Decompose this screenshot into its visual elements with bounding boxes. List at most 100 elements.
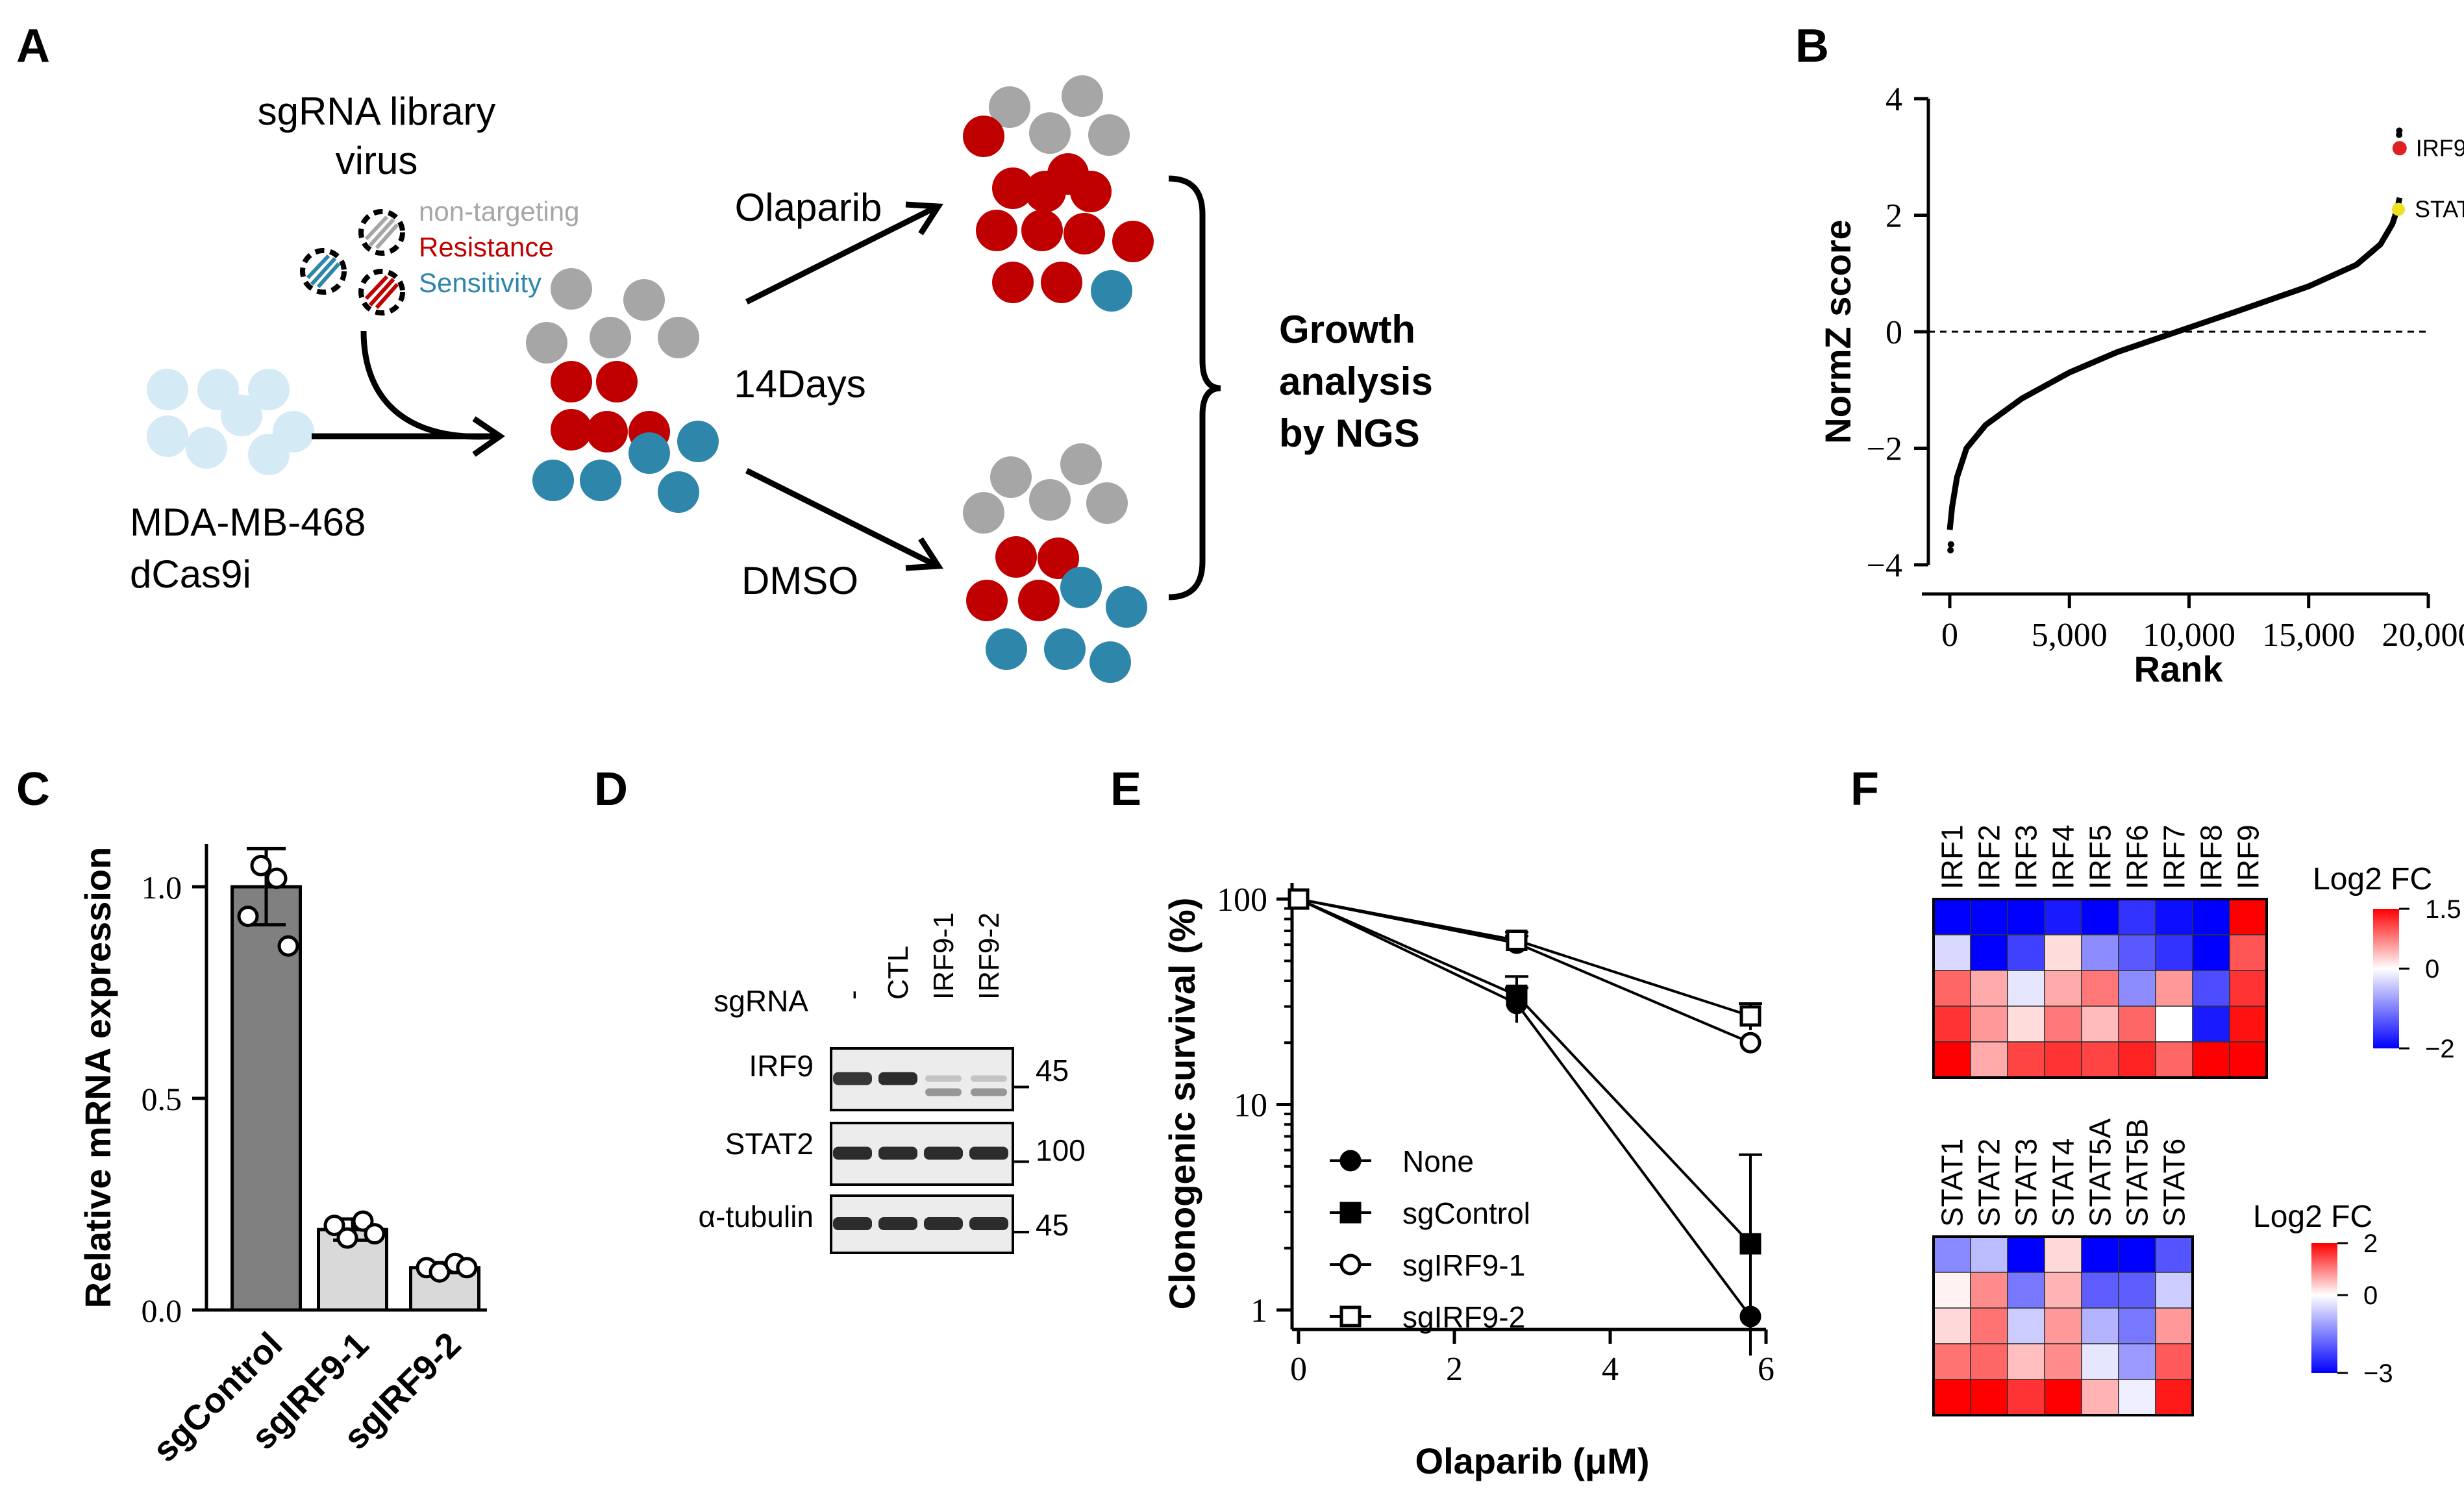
outlier-point bbox=[2396, 127, 2403, 134]
column-label: IRF7 bbox=[2158, 824, 2191, 889]
transduced-cell bbox=[526, 322, 567, 364]
x-tick-label: 2 bbox=[1446, 1351, 1463, 1388]
heat-cell bbox=[2007, 1379, 2045, 1416]
parental-cell bbox=[186, 427, 227, 469]
heat-cell bbox=[1933, 1307, 1971, 1344]
x-tick-label: 6 bbox=[1758, 1351, 1774, 1388]
olaparib-cell bbox=[1088, 114, 1130, 156]
transduced-cell bbox=[551, 409, 592, 451]
heat-cell bbox=[2229, 970, 2267, 1007]
heat-cell bbox=[2044, 1379, 2082, 1416]
y-tick-label: 10 bbox=[1234, 1087, 1267, 1124]
dmso-cell bbox=[1018, 580, 1060, 621]
olaparib-cell bbox=[1070, 171, 1112, 212]
panel-label-d: D bbox=[594, 763, 628, 815]
replicate-point bbox=[237, 906, 259, 928]
series-marker bbox=[1288, 888, 1310, 910]
cell-line-name: MDA-MB-468 bbox=[130, 500, 366, 544]
lane-labels: - CTL IRF9-1 IRF9-2 bbox=[837, 913, 1005, 1000]
heat-cell bbox=[2118, 1379, 2156, 1416]
replicate-point bbox=[323, 1215, 345, 1237]
readout-line1: Growth bbox=[1279, 308, 1415, 351]
panel-a-schematic: sgRNA library virus non-targeting Resist… bbox=[130, 75, 1433, 683]
transduced-cell bbox=[532, 460, 574, 501]
heat-cell bbox=[1970, 970, 2008, 1007]
heat-cell bbox=[2118, 1307, 2156, 1344]
panel-label-c: C bbox=[16, 763, 50, 815]
x-tick-label: 15,000 bbox=[2262, 617, 2355, 654]
colorbar-tick-label: 1.5 bbox=[2425, 895, 2461, 924]
heat-cell bbox=[2118, 1272, 2156, 1309]
transduced-cell bbox=[628, 432, 670, 474]
y-axis-title: NormZ score bbox=[1817, 219, 1858, 443]
virus-particles bbox=[300, 209, 405, 315]
olaparib-cell bbox=[1041, 262, 1082, 303]
olaparib-cell bbox=[976, 210, 1017, 251]
x-tick-label: 10,000 bbox=[2143, 617, 2235, 654]
legend-resistance: Resistance bbox=[419, 232, 554, 262]
dmso-cell bbox=[986, 628, 1027, 670]
olaparib-cell bbox=[963, 116, 1004, 157]
heat-cell bbox=[1933, 934, 1971, 971]
olaparib-arm-label: Olaparib bbox=[735, 186, 882, 229]
panel-label-f: F bbox=[1850, 763, 1879, 815]
x-tick-label: 5,000 bbox=[2032, 617, 2108, 654]
parental-cell bbox=[221, 395, 262, 436]
column-label: STAT3 bbox=[2010, 1139, 2043, 1227]
heat-cell bbox=[2081, 934, 2119, 971]
legend-title-irf: Log2 FC bbox=[2313, 862, 2432, 896]
x-tick-label: 0 bbox=[1941, 617, 1958, 654]
heat-cell bbox=[2118, 898, 2156, 935]
heat-cell bbox=[2044, 1307, 2082, 1344]
arrows bbox=[312, 201, 943, 571]
heat-cell bbox=[2081, 1041, 2119, 1078]
olaparib-arrow bbox=[745, 204, 937, 305]
heat-cell bbox=[2229, 934, 2267, 971]
column-label: IRF3 bbox=[2010, 824, 2043, 889]
y-tick-label: 1 bbox=[1251, 1292, 1267, 1329]
transduced-cell bbox=[596, 361, 638, 402]
panel-label-b: B bbox=[1795, 20, 1829, 72]
y-tick-label: 2 bbox=[1885, 198, 1902, 235]
heat-cell bbox=[2118, 1343, 2156, 1380]
olaparib-arrowhead bbox=[905, 201, 943, 236]
heat-cell bbox=[2155, 898, 2193, 935]
virus-resistance bbox=[358, 269, 405, 315]
series-marker bbox=[1739, 1005, 1761, 1027]
legend-label: sgIRF9-2 bbox=[1402, 1300, 1525, 1334]
heat-cell bbox=[2192, 1006, 2230, 1043]
heat-cell bbox=[2192, 970, 2230, 1007]
olaparib-cell bbox=[992, 262, 1034, 303]
library-title-line1: sgRNA library bbox=[258, 90, 496, 133]
irf9-label: IRF9 bbox=[2416, 134, 2464, 161]
colorbar-tick-label: −3 bbox=[2363, 1359, 2393, 1388]
replicate-point bbox=[456, 1257, 478, 1279]
olaparib-cell bbox=[1021, 210, 1063, 251]
series-marker bbox=[1339, 1150, 1362, 1172]
y-tick-label: 0.0 bbox=[142, 1292, 182, 1329]
y-tick-label: 0 bbox=[1885, 314, 1902, 351]
heat-cell bbox=[2081, 1379, 2119, 1416]
heat-cell bbox=[2155, 1041, 2193, 1078]
heat-cell bbox=[2229, 1006, 2267, 1043]
x-axis-title: Olaparib (μM) bbox=[1415, 1440, 1650, 1481]
panel-f-heatmaps: IRF1 IRF2 IRF3 IRF4 IRF5 IRF6 IRF7 IRF8 IRF9 1.5 0… bbox=[1932, 824, 2461, 1416]
y-tick-label: 4 bbox=[1885, 81, 1902, 118]
heat-cell bbox=[1970, 1307, 2008, 1344]
dmso-arrowhead bbox=[905, 537, 943, 571]
panel-c-mrna-bar-chart: 0.00.51.0sgControlsgIRF9-1sgIRF9-2Relati… bbox=[77, 844, 487, 1470]
series-marker bbox=[1506, 984, 1528, 1006]
column-label: IRF8 bbox=[2195, 824, 2228, 889]
transduced-cell bbox=[677, 421, 719, 462]
transduced-cell bbox=[623, 279, 665, 321]
heat-cell bbox=[1933, 1272, 1971, 1309]
heat-cell bbox=[2044, 934, 2082, 971]
heat-cell bbox=[2081, 1236, 2119, 1273]
heat-cell bbox=[1970, 1272, 2008, 1309]
heat-cell bbox=[2081, 1307, 2119, 1344]
irf9-point bbox=[2392, 141, 2407, 156]
dmso-cell bbox=[1029, 479, 1071, 521]
heat-cell bbox=[1970, 1041, 2008, 1078]
dmso-cell bbox=[1089, 641, 1131, 683]
heat-cell bbox=[1933, 1236, 1971, 1273]
